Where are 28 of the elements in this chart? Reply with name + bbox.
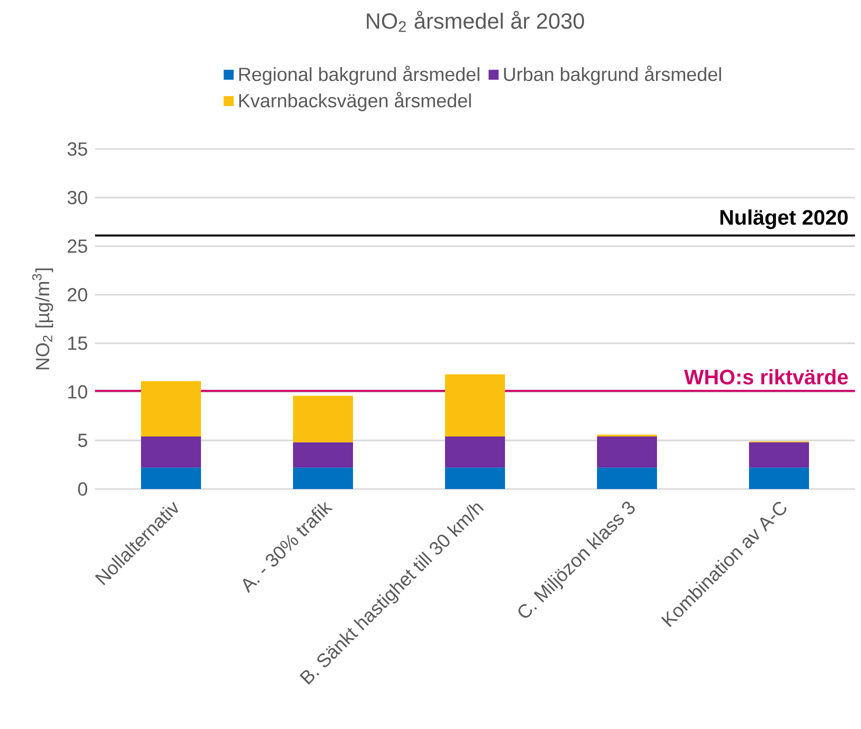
- chart-title: NO$_{2}$ årsmedel år 2030: [366, 10, 584, 32]
- bar: [141, 468, 202, 490]
- bar: [293, 468, 354, 490]
- bar: [749, 442, 810, 468]
- bar: [597, 436, 657, 468]
- legend-label: Urban bakgrund årsmedel: [504, 66, 721, 85]
- bar: [141, 381, 202, 437]
- bar: [749, 468, 810, 490]
- bar: [293, 396, 354, 442]
- ref-line-label: Nuläget 2020: [720, 209, 848, 230]
- y-tick-label: 10: [68, 385, 88, 399]
- legend-label: Kvarnbacksvägen årsmedel: [239, 92, 471, 112]
- y-tick-label: 30: [68, 190, 88, 204]
- y-tick-label: 0: [78, 482, 88, 496]
- bar: [445, 436, 506, 468]
- y-axis-title: NO$_{2}$ [µg/m$^{3}$]: [32, 268, 54, 370]
- ref-line-label: WHO:s riktvärde: [684, 369, 848, 385]
- y-tick-label: 15: [68, 336, 88, 350]
- legend-label: Regional bakgrund årsmedel: [239, 66, 480, 85]
- bar: [141, 436, 202, 468]
- bar: [445, 468, 506, 490]
- bar: [597, 468, 657, 490]
- y-tick-label: 25: [68, 239, 88, 253]
- bar: [445, 374, 506, 437]
- y-tick-label: 5: [78, 434, 88, 448]
- y-tick-label: 35: [68, 142, 88, 156]
- y-tick-label: 20: [68, 288, 88, 302]
- bar: [293, 442, 354, 468]
